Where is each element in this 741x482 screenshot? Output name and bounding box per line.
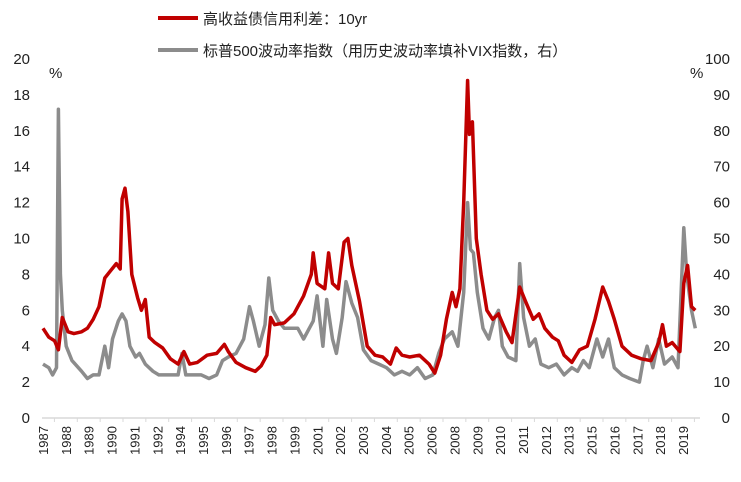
x-tick-label: 2013: [562, 426, 577, 455]
legend-label-spread: 高收益债信用利差：10yr: [203, 11, 367, 28]
left-tick-label: 18: [13, 87, 30, 104]
x-tick-label: 2017: [630, 426, 645, 455]
left-axis-unit: %: [49, 65, 62, 82]
x-tick-label: 2004: [379, 426, 394, 455]
right-tick-label: 50: [713, 231, 730, 248]
x-tick-label: 1998: [265, 426, 280, 455]
right-tick-label: 70: [713, 159, 730, 176]
x-tick-label: 1988: [59, 426, 74, 455]
x-tick-label: 1991: [127, 426, 142, 455]
right-tick-label: 0: [722, 410, 730, 427]
left-tick-label: 10: [13, 231, 30, 248]
right-tick-label: 20: [713, 338, 730, 355]
series-line-vix: [42, 107, 698, 384]
left-tick-label: 4: [22, 338, 30, 355]
x-tick-label: 1989: [82, 426, 97, 455]
x-tick-label: 1992: [150, 426, 165, 455]
x-tick-label: 1996: [219, 426, 234, 455]
x-tick-label: 1994: [173, 426, 188, 455]
x-tick-label: 1999: [287, 426, 302, 455]
x-tick-label: 2002: [333, 426, 348, 455]
right-axis-unit: %: [690, 65, 703, 82]
series-line-spread: [41, 78, 697, 375]
x-tick-label: 2008: [447, 426, 462, 455]
left-tick-label: 20: [13, 51, 30, 68]
right-tick-label: 80: [713, 123, 730, 140]
left-tick-label: 6: [22, 302, 30, 319]
x-tick-label: 2009: [470, 426, 485, 455]
right-axis: 0 10 20 30 40 50 60 70 80 90 100: [705, 51, 730, 427]
x-axis: 1987 1988 1989 1990 1991 1992 1994 1995 1996 1997…: [36, 417, 700, 455]
x-tick-label: 1990: [105, 426, 120, 455]
x-tick-label: 2003: [356, 426, 371, 455]
right-tick-label: 10: [713, 374, 730, 391]
right-tick-label: 60: [713, 195, 730, 212]
left-tick-label: 16: [13, 123, 30, 140]
legend: 高收益债信用利差：10yr 标普500波动率指数（用历史波动率填补VIX指数，右…: [158, 11, 567, 60]
x-tick-label: 1995: [196, 426, 211, 455]
right-tick-label: 90: [713, 87, 730, 104]
left-axis: 0 2 4 6 8 10 12 14 16 18 20: [13, 51, 30, 427]
x-tick-label: 2011: [516, 426, 531, 454]
x-tick-label: 2012: [539, 426, 554, 455]
x-tick-label: 2015: [585, 426, 600, 455]
right-tick-label: 40: [713, 266, 730, 283]
left-tick-label: 12: [13, 195, 30, 212]
x-tick-label: 2001: [310, 426, 325, 455]
x-tick-label: 1987: [36, 426, 51, 455]
left-tick-label: 8: [22, 266, 30, 283]
x-tick-label: 2018: [653, 426, 668, 455]
x-tick-label: 2005: [402, 426, 417, 455]
x-tick-label: 2016: [607, 426, 622, 455]
x-tick-label: 2019: [676, 426, 691, 455]
right-tick-label: 30: [713, 302, 730, 319]
x-tick-label: 2006: [425, 426, 440, 455]
left-tick-label: 14: [13, 159, 30, 176]
right-tick-label: 100: [705, 51, 730, 68]
legend-label-vix: 标普500波动率指数（用历史波动率填补VIX指数，右）: [203, 43, 567, 60]
x-tick-label: 2010: [493, 426, 508, 455]
plot-lines: [41, 78, 698, 384]
left-tick-label: 2: [22, 374, 30, 391]
x-tick-label: 1997: [242, 426, 257, 455]
left-tick-label: 0: [22, 410, 30, 427]
